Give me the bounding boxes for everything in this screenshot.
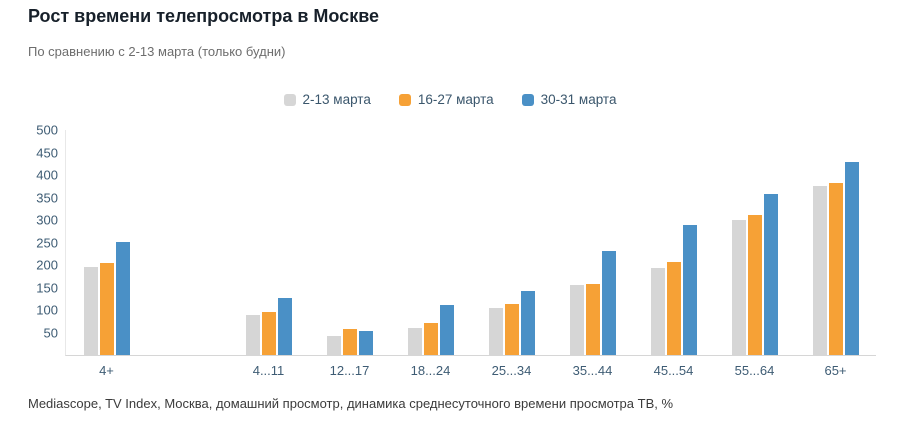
bar: [115, 242, 130, 355]
category-group: 4...11: [228, 130, 309, 378]
y-axis-label: 350: [36, 190, 58, 205]
y-axis-label: 100: [36, 302, 58, 318]
bar: [520, 291, 535, 355]
bar: [828, 183, 843, 355]
y-axis-label: 200: [36, 257, 58, 273]
bar-group: [650, 225, 697, 355]
y-axis-label: 450: [36, 145, 58, 160]
category-group: 4+: [66, 130, 147, 378]
bar: [569, 285, 584, 355]
category-label: 65+: [824, 363, 847, 378]
category-spacer: [147, 130, 228, 355]
category-label: 12...17: [329, 363, 370, 378]
category-label: 18...24: [410, 363, 451, 378]
legend-swatch: [398, 93, 411, 106]
bar-group: [569, 251, 616, 355]
y-axis-label: 150: [36, 280, 58, 295]
bar-group: [407, 305, 454, 355]
legend-label: 16-27 марта: [417, 92, 494, 107]
category-group: 25...34: [471, 130, 552, 378]
bar: [747, 215, 762, 355]
bar: [601, 251, 616, 355]
category-label: 35...44: [572, 363, 613, 378]
category-group: 18...24: [390, 130, 471, 378]
legend-label: 2-13 марта: [302, 92, 371, 107]
legend-label: 30-31 марта: [540, 92, 617, 107]
bar: [245, 315, 260, 355]
source-note: Mediascope, TV Index, Москва, домашний п…: [28, 396, 674, 411]
legend-swatch: [283, 93, 296, 106]
y-axis-label: 250: [36, 235, 58, 250]
bar: [812, 186, 827, 355]
bar: [342, 329, 357, 355]
bar: [326, 336, 341, 355]
y-axis-label: 300: [36, 212, 58, 228]
chart-title: Рост времени телепросмотра в Москве: [28, 6, 380, 26]
bar: [358, 331, 373, 355]
bar: [423, 323, 438, 355]
y-axis: 500 450 400 350 300 250 200 150 100 50: [0, 123, 58, 355]
category-group: 55...64: [714, 130, 795, 378]
bar: [666, 262, 681, 355]
y-axis-label: 400: [36, 167, 58, 183]
legend-swatch: [521, 93, 534, 106]
bar: [99, 263, 114, 355]
y-axis-label: 500: [36, 122, 58, 138]
category-group: 12...17: [309, 130, 390, 378]
bar-group: [326, 329, 373, 355]
chart-legend: 2-13 марта 16-27 марта 30-31 марта: [0, 92, 900, 107]
bar: [763, 194, 778, 355]
bar: [844, 162, 859, 355]
bar: [731, 220, 746, 355]
bar: [439, 305, 454, 355]
category-label: 25...34: [491, 363, 532, 378]
bar: [682, 225, 697, 355]
bar-chart: 500 450 400 350 300 250 200 150 100 50 4+ 4...11 12…: [0, 123, 900, 395]
chart-subtitle: По сравнению с 2-13 марта (только будни): [28, 44, 286, 59]
bar: [277, 298, 292, 355]
bar-group: [488, 291, 535, 355]
bar: [650, 268, 665, 355]
category-label: 4...11: [252, 363, 285, 378]
bar: [261, 312, 276, 355]
bar: [407, 328, 422, 355]
bar-group: [83, 242, 130, 355]
category-label: 55...64: [734, 363, 775, 378]
plot-area: 4+ 4...11 12...17 18...24 25...34 35...44 45..…: [65, 130, 876, 378]
category-label: 45...54: [653, 363, 694, 378]
legend-item[interactable]: 30-31 марта: [521, 92, 617, 107]
bar-group: [812, 162, 859, 355]
category-group: 65+: [795, 130, 876, 378]
bar-group: [731, 194, 778, 355]
bar: [488, 308, 503, 355]
category-group: 35...44: [552, 130, 633, 378]
legend-item[interactable]: 16-27 марта: [398, 92, 494, 107]
legend-item[interactable]: 2-13 марта: [283, 92, 371, 107]
bar: [83, 267, 98, 355]
bar: [585, 284, 600, 355]
category-label: 4+: [99, 363, 114, 378]
category-group: 45...54: [633, 130, 714, 378]
y-axis-label: 50: [43, 325, 58, 340]
bar: [504, 304, 519, 355]
bar-group: [245, 298, 292, 355]
